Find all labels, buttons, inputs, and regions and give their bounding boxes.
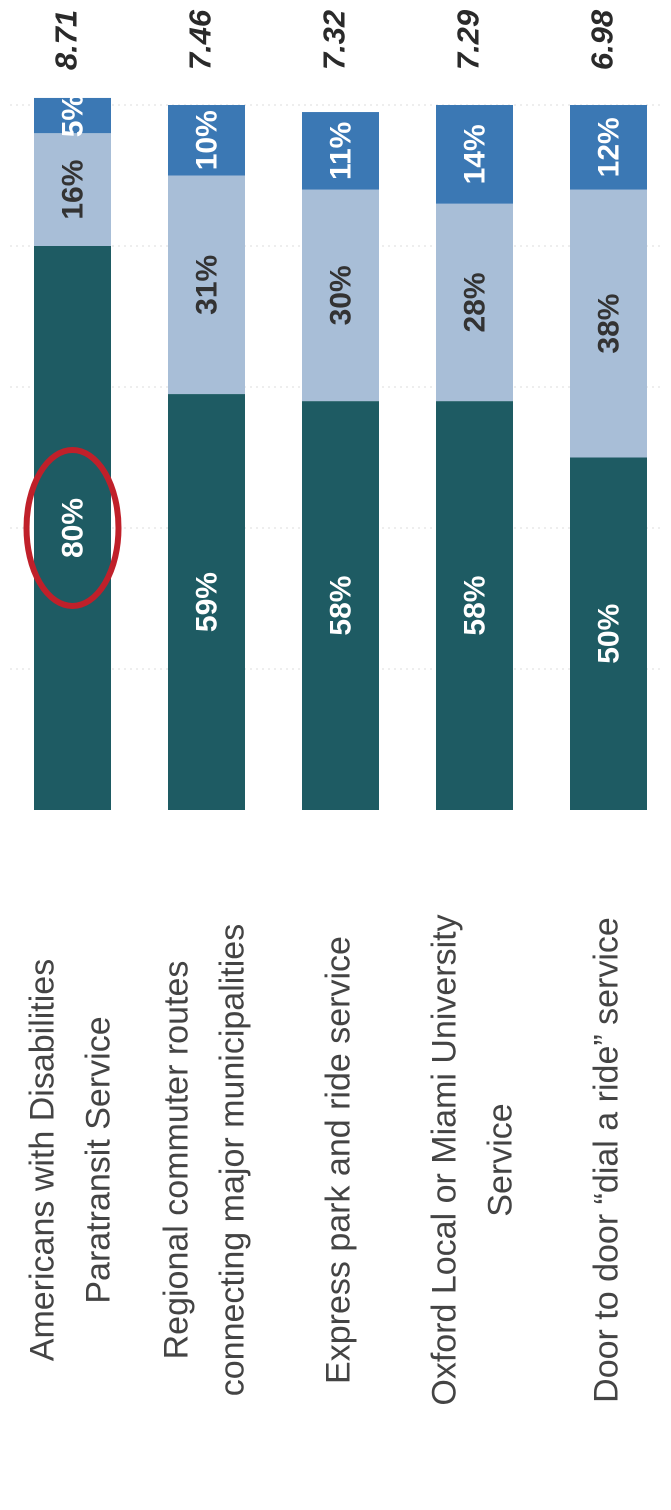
value-label: 58% [458, 576, 491, 636]
category-label: Americans with Disabilities [23, 959, 61, 1361]
bar-segment [168, 394, 245, 810]
bar-segment [570, 104, 647, 190]
bar-segment [436, 203, 513, 402]
value-label: 14% [458, 124, 491, 184]
bar-segment [34, 246, 111, 810]
category-label: Express park and ride service [319, 936, 357, 1384]
value-label: 5% [56, 94, 89, 137]
value-label: 30% [324, 265, 357, 325]
score-label: 7.29 [451, 9, 486, 70]
value-label: 10% [190, 110, 223, 170]
highlight-ellipse [23, 447, 122, 609]
category-label: connecting major municipalities [213, 924, 251, 1396]
value-label: 59% [190, 572, 223, 632]
value-label: 80% [56, 498, 89, 558]
bar-segment [302, 112, 379, 190]
bar-segment [436, 104, 513, 204]
value-label: 50% [592, 604, 625, 664]
category-label: Service [481, 1103, 519, 1216]
score-label: 6.98 [585, 9, 620, 70]
score-label: 7.46 [183, 9, 218, 70]
bar-segment [34, 133, 111, 246]
value-label: 58% [324, 576, 357, 636]
value-label: 12% [592, 117, 625, 177]
value-label: 31% [190, 255, 223, 315]
value-label: 11% [324, 122, 357, 180]
category-label: Paratransit Service [79, 1016, 117, 1303]
value-label: 38% [592, 294, 625, 354]
category-label: Oxford Local or Miami University [425, 914, 463, 1405]
bar-segment [436, 401, 513, 810]
score-label: 8.71 [49, 10, 84, 70]
bar-segment [168, 175, 245, 395]
value-label: 16% [56, 160, 89, 220]
bar-segment [302, 401, 379, 810]
bar-segment [302, 189, 379, 402]
rotated-frame: Americans with Disabilities Paratransit S… [10, 9, 660, 1406]
bar-segment [570, 189, 647, 458]
score-label: 7.32 [317, 10, 352, 70]
bar-segment [34, 97, 111, 134]
bar-segment [570, 457, 647, 810]
category-label: Regional commuter routes [157, 961, 195, 1360]
value-label: 28% [458, 272, 491, 332]
bar-segment [168, 105, 245, 176]
category-label: Door to door “dial a ride” service [587, 917, 625, 1403]
